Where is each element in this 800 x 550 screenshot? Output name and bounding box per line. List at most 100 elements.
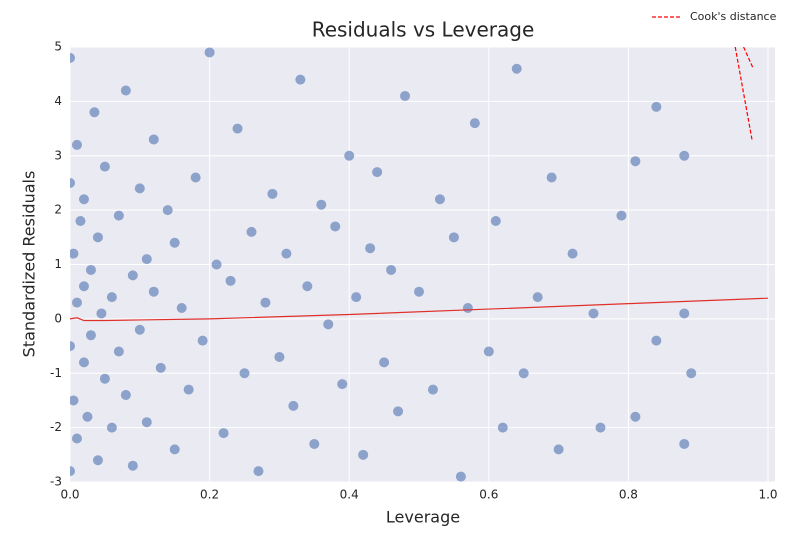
point [211,259,222,270]
point [386,264,397,275]
point [190,172,201,183]
point [96,308,107,319]
point [92,455,103,466]
point [127,460,138,471]
point [295,74,306,85]
point [434,194,445,205]
point [99,373,110,384]
point [302,281,313,292]
y-tick-label: 5 [54,40,62,54]
point [462,303,473,313]
legend-label: Cook's distance [690,10,777,23]
point [532,292,543,303]
point [82,411,93,422]
point [218,428,229,439]
cooks-distance-line [743,47,754,69]
point [330,221,341,232]
point [651,335,662,346]
point [281,248,292,259]
x-tick-label: 0.4 [340,488,359,502]
point [75,216,86,226]
point [70,248,79,259]
point [469,118,480,129]
point [393,406,404,417]
y-tick-label: -1 [50,366,62,380]
point [651,101,662,112]
point [71,433,82,444]
point [253,466,264,477]
point [141,254,152,265]
point [134,324,145,335]
point [490,216,501,226]
y-tick-label: -2 [50,420,62,434]
point [309,438,320,449]
point [679,438,690,449]
point [448,232,459,243]
point [89,107,100,118]
point [204,47,215,58]
point [70,52,75,63]
lowess-line [70,297,769,322]
point [71,139,82,150]
point [197,335,208,346]
point [78,357,89,368]
point [316,199,327,210]
point [176,303,187,313]
point [246,226,257,237]
point [70,395,79,406]
point [120,390,131,400]
chart-title: Residuals vs Leverage [312,18,535,42]
point [85,330,96,341]
point [553,444,564,455]
point [70,466,75,477]
y-tick-label: 0 [54,311,62,325]
point [679,308,690,319]
point [120,85,131,96]
point [232,123,243,134]
point [288,400,299,411]
point [267,188,278,199]
point [400,90,411,101]
point [414,286,425,297]
point [274,351,285,362]
point [85,264,96,275]
point [323,319,334,330]
x-axis-label: Leverage [386,508,460,527]
point [337,379,348,390]
point [183,384,194,395]
x-tick-label: 0.6 [479,488,498,502]
point [225,275,236,286]
point [372,167,383,178]
point [427,384,438,395]
y-axis-label: Standardized Residuals [20,171,39,358]
point [546,172,557,183]
y-tick-label: -3 [50,475,62,489]
point [567,248,578,259]
point [358,449,369,460]
point [106,292,117,303]
point [78,194,89,205]
point [511,63,522,74]
point [379,357,390,368]
x-tick-label: 0.2 [200,488,219,502]
point [134,183,145,194]
point [344,150,355,161]
point [260,297,271,308]
point [148,134,159,145]
point [113,210,124,221]
point [169,444,180,455]
point [127,270,138,281]
point [239,368,250,379]
y-tick-label: 3 [54,148,62,162]
x-tick-label: 0.8 [619,488,638,502]
point [595,422,606,433]
point [71,297,82,308]
point [686,368,697,379]
point [113,346,124,357]
x-tick-label: 0.0 [60,488,79,502]
point [99,161,110,172]
point [630,156,641,167]
point [616,210,627,221]
